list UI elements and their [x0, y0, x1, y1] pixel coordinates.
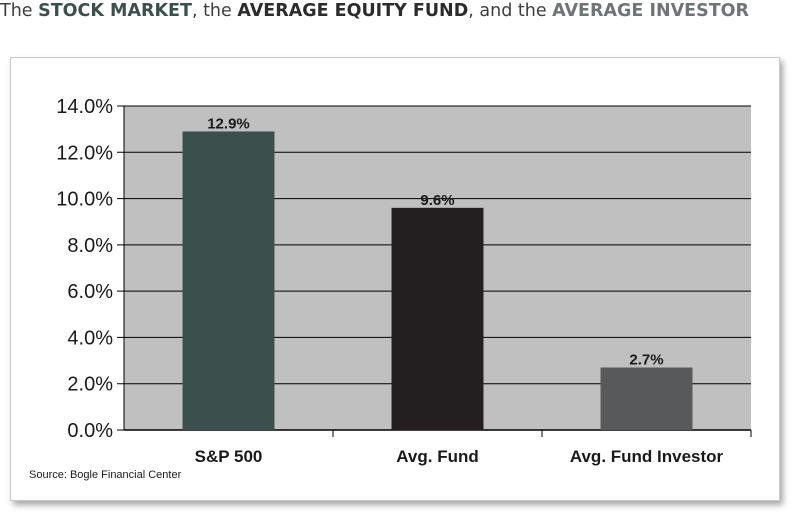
y-tick-label: 0.0%	[67, 420, 113, 442]
title-term-average-equity-fund: AVERAGE EQUITY FUND	[237, 1, 469, 21]
bar	[182, 131, 275, 430]
bar	[600, 367, 693, 430]
y-tick-label: 12.0%	[56, 142, 113, 164]
y-tick-label: 10.0%	[56, 189, 113, 211]
title-text-pre: The	[0, 1, 39, 21]
x-category-label: Avg. Fund Investor	[570, 447, 724, 466]
bar-value-label: 12.9%	[207, 115, 250, 132]
y-tick-label: 8.0%	[67, 235, 113, 257]
x-category-label: S&P 500	[195, 447, 263, 466]
source-note: Source: Bogle Financial Center	[29, 469, 182, 481]
y-tick-label: 14.0%	[56, 96, 113, 118]
title-text-mid2: , and the	[468, 1, 553, 21]
bar-value-label: 2.7%	[629, 352, 663, 369]
y-tick-label: 2.0%	[67, 374, 113, 396]
bar	[391, 207, 484, 430]
chart-title: The STOCK MARKET, the AVERAGE EQUITY FUN…	[0, 0, 800, 26]
y-tick-label: 4.0%	[67, 327, 113, 349]
title-text-mid1: , the	[191, 1, 238, 21]
bar-value-label: 9.6%	[420, 192, 454, 209]
x-category-label: Avg. Fund	[396, 447, 478, 466]
title-term-stock-market: STOCK MARKET	[38, 1, 192, 21]
y-tick-label: 6.0%	[67, 281, 113, 303]
title-term-average-investor: AVERAGE INVESTOR	[552, 1, 749, 21]
